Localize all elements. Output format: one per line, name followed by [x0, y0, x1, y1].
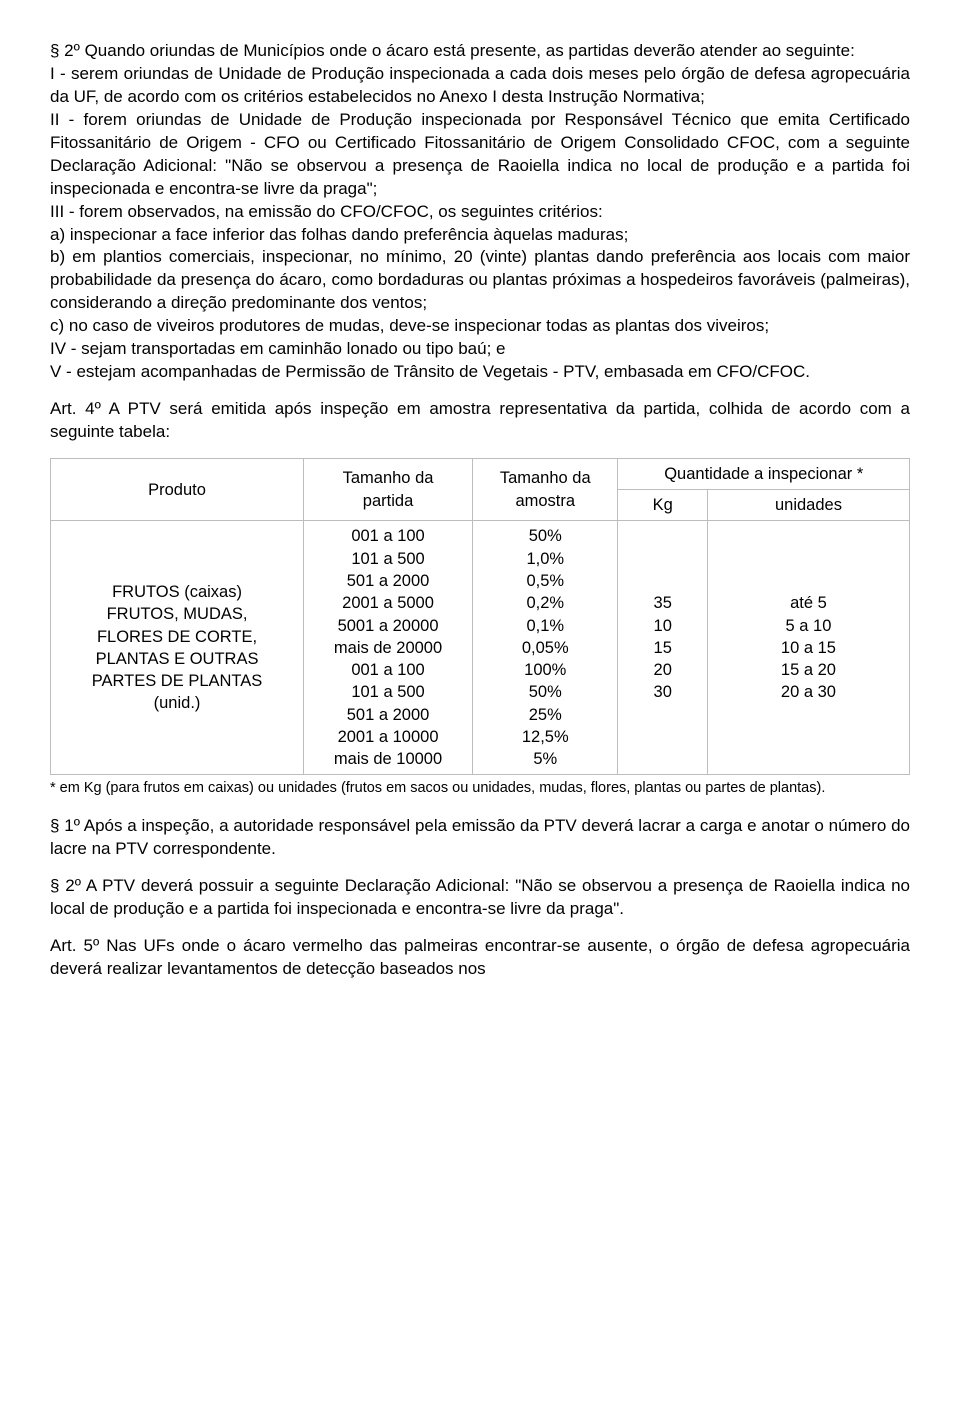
td-amostra: 50% 1,0% 0,5% 0,2% 0,1% 0,05% 100% 50% 2… — [473, 521, 618, 775]
table-footnote: * em Kg (para frutos em caixas) ou unida… — [50, 779, 910, 799]
td-unidades: até 5 5 a 10 10 a 15 15 a 20 20 a 30 — [707, 521, 909, 775]
paragraph-1-after: § 1º Após a inspeção, a autoridade respo… — [50, 815, 910, 861]
th-quantidade: Quantidade a inspecionar * — [618, 458, 910, 489]
paragraph-section-2: § 2º Quando oriundas de Municípios onde … — [50, 40, 910, 384]
th-kg: Kg — [618, 490, 707, 521]
inspection-table: Produto Tamanho da partida Tamanho da am… — [50, 458, 910, 775]
th-produto: Produto — [51, 458, 304, 521]
td-partida: 001 a 100 101 a 500 501 a 2000 2001 a 50… — [304, 521, 473, 775]
article-5: Art. 5º Nas UFs onde o ácaro vermelho da… — [50, 935, 910, 981]
th-tamanho-amostra: Tamanho da amostra — [473, 458, 618, 521]
th-unidades: unidades — [707, 490, 909, 521]
td-produto: FRUTOS (caixas) FRUTOS, MUDAS, FLORES DE… — [51, 521, 304, 775]
article-4: Art. 4º A PTV será emitida após inspeção… — [50, 398, 910, 444]
th-tamanho-partida: Tamanho da partida — [304, 458, 473, 521]
paragraph-2-after: § 2º A PTV deverá possuir a seguinte Dec… — [50, 875, 910, 921]
td-kg: 35 10 15 20 30 — [618, 521, 707, 775]
